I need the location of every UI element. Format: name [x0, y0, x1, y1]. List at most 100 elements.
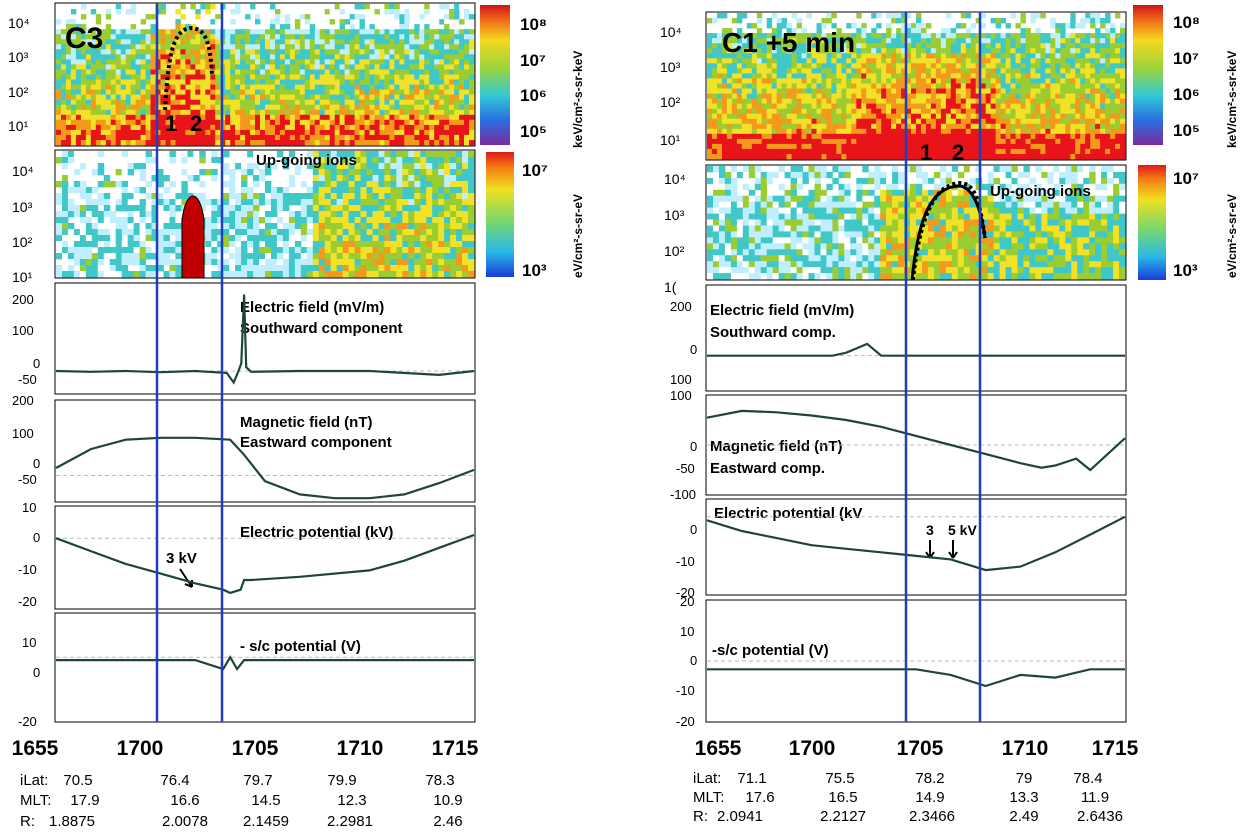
left-spectro-cell	[364, 114, 370, 121]
right-spectro-cell	[891, 98, 897, 104]
left-ion-cell	[456, 217, 463, 224]
left-spectro-cell	[160, 79, 166, 85]
left-ion-cell	[133, 241, 140, 248]
left-spectro-cell	[289, 109, 296, 116]
left-spectro-cell	[464, 39, 470, 45]
left-spectro-cell	[449, 129, 455, 136]
left-spectro-cell	[334, 64, 341, 70]
right-spectro-cell	[955, 43, 962, 49]
left-spectro-cell	[364, 9, 370, 15]
right-spectro-cell	[856, 123, 862, 130]
left-spectro-cell	[414, 129, 420, 136]
left-spectro-cell	[334, 54, 341, 60]
left-ion-cell	[456, 199, 463, 206]
left-ion-cell	[294, 211, 302, 218]
right-spectro-cell	[906, 58, 912, 64]
left-spectro-cell	[75, 29, 82, 35]
right-spectro-cell	[756, 13, 763, 19]
right-spectro-cell	[876, 33, 882, 39]
left-spectro-cell	[439, 79, 445, 85]
left-spectro-cell	[294, 140, 301, 146]
left-ion-cell	[408, 259, 415, 266]
left-spectro-cell	[324, 89, 331, 95]
left-ion-cell	[312, 259, 320, 266]
left-ion-cell	[468, 265, 475, 272]
left-spectro-cell	[359, 19, 365, 25]
left-spectro-cell	[95, 74, 102, 80]
left-spectro-cell	[160, 114, 166, 121]
left-ion-cell	[288, 253, 296, 260]
left-spectro-cell	[85, 59, 92, 65]
left-ion-cell	[420, 187, 427, 194]
right-spectro-cell	[806, 133, 812, 140]
left-ion-cell	[462, 271, 469, 278]
left-ion-cell	[97, 199, 105, 206]
left-spectro-cell	[414, 39, 420, 45]
right-spectro-cell	[766, 88, 773, 94]
right-spectro-cell	[721, 13, 728, 19]
right-spectro-cell	[891, 63, 897, 69]
left-spectro-cell	[439, 14, 445, 20]
left-spectro-cell	[235, 64, 241, 70]
right-spectro-cell	[906, 38, 912, 44]
left-ion-cell	[414, 247, 421, 254]
left-ion-cell	[175, 247, 182, 254]
left-spectro-cell	[414, 84, 420, 90]
left-ion-cell	[175, 259, 182, 266]
left-ion-cell	[420, 247, 427, 254]
left-spectro-cell	[66, 84, 72, 90]
left-spectro-cell	[389, 54, 395, 60]
left-spectro-cell	[409, 49, 415, 55]
left-spectro-cell	[429, 140, 435, 146]
right-spectro-cell	[980, 33, 987, 39]
right-spectro-cell	[906, 88, 912, 94]
left-ion-cell	[73, 241, 81, 248]
left-spectro-cell	[404, 44, 410, 50]
right-spectro-cell	[766, 138, 773, 145]
left-spectro-cell	[364, 140, 370, 146]
right-spectro-cell	[751, 83, 758, 89]
left-spectro-cell	[240, 124, 246, 131]
left-spectro-cell	[464, 129, 470, 136]
left-spectro-cell	[115, 4, 122, 10]
right-spectro-cell	[960, 148, 967, 155]
left-ion-cell	[247, 205, 254, 212]
right-spectro-cell	[906, 118, 912, 125]
left-ion-cell	[336, 163, 344, 170]
right-spectro-cell	[831, 143, 837, 150]
right-spectro-cell	[891, 38, 897, 44]
right-spectro-cell	[970, 53, 977, 59]
left-ion-cell	[56, 157, 63, 164]
left-spectro-cell	[135, 44, 141, 50]
left-spectro-cell	[90, 49, 97, 55]
left-spectro-cell	[439, 39, 445, 45]
left-ion-cell	[271, 199, 278, 206]
left-ion-cell	[181, 199, 188, 206]
left-ion-cell	[456, 235, 463, 242]
left-spectro-cell	[180, 24, 186, 30]
left-spectro-cell	[205, 59, 211, 65]
left-spectro-cell	[389, 59, 395, 65]
left-ion-cell	[67, 235, 75, 242]
left-spectro-cell	[195, 44, 201, 50]
left-spectro-cell	[334, 89, 341, 95]
right-spectro-cell	[990, 143, 996, 150]
left-spectro-cell	[429, 124, 435, 131]
left-spectro-cell	[434, 84, 440, 90]
left-spectro-cell	[369, 134, 375, 141]
right-spectro-cell	[712, 73, 718, 79]
left-ion-cell	[312, 187, 320, 194]
right-spectro-cell	[776, 88, 783, 94]
right-spectro-cell	[736, 68, 743, 74]
left-spectro-cell	[329, 129, 336, 136]
right-spectro-cell	[841, 98, 847, 104]
right-spectro-cell	[712, 78, 718, 84]
left-spectro-cell	[469, 129, 475, 136]
left-ion-cell	[276, 169, 284, 176]
right-spectro-cell	[726, 143, 733, 150]
left-spectro-cell	[170, 69, 176, 75]
left-ion-cell	[450, 271, 457, 278]
left-spectro-cell	[120, 89, 127, 95]
left-spectro-cell	[369, 44, 375, 50]
left-ion-cell	[432, 265, 439, 272]
